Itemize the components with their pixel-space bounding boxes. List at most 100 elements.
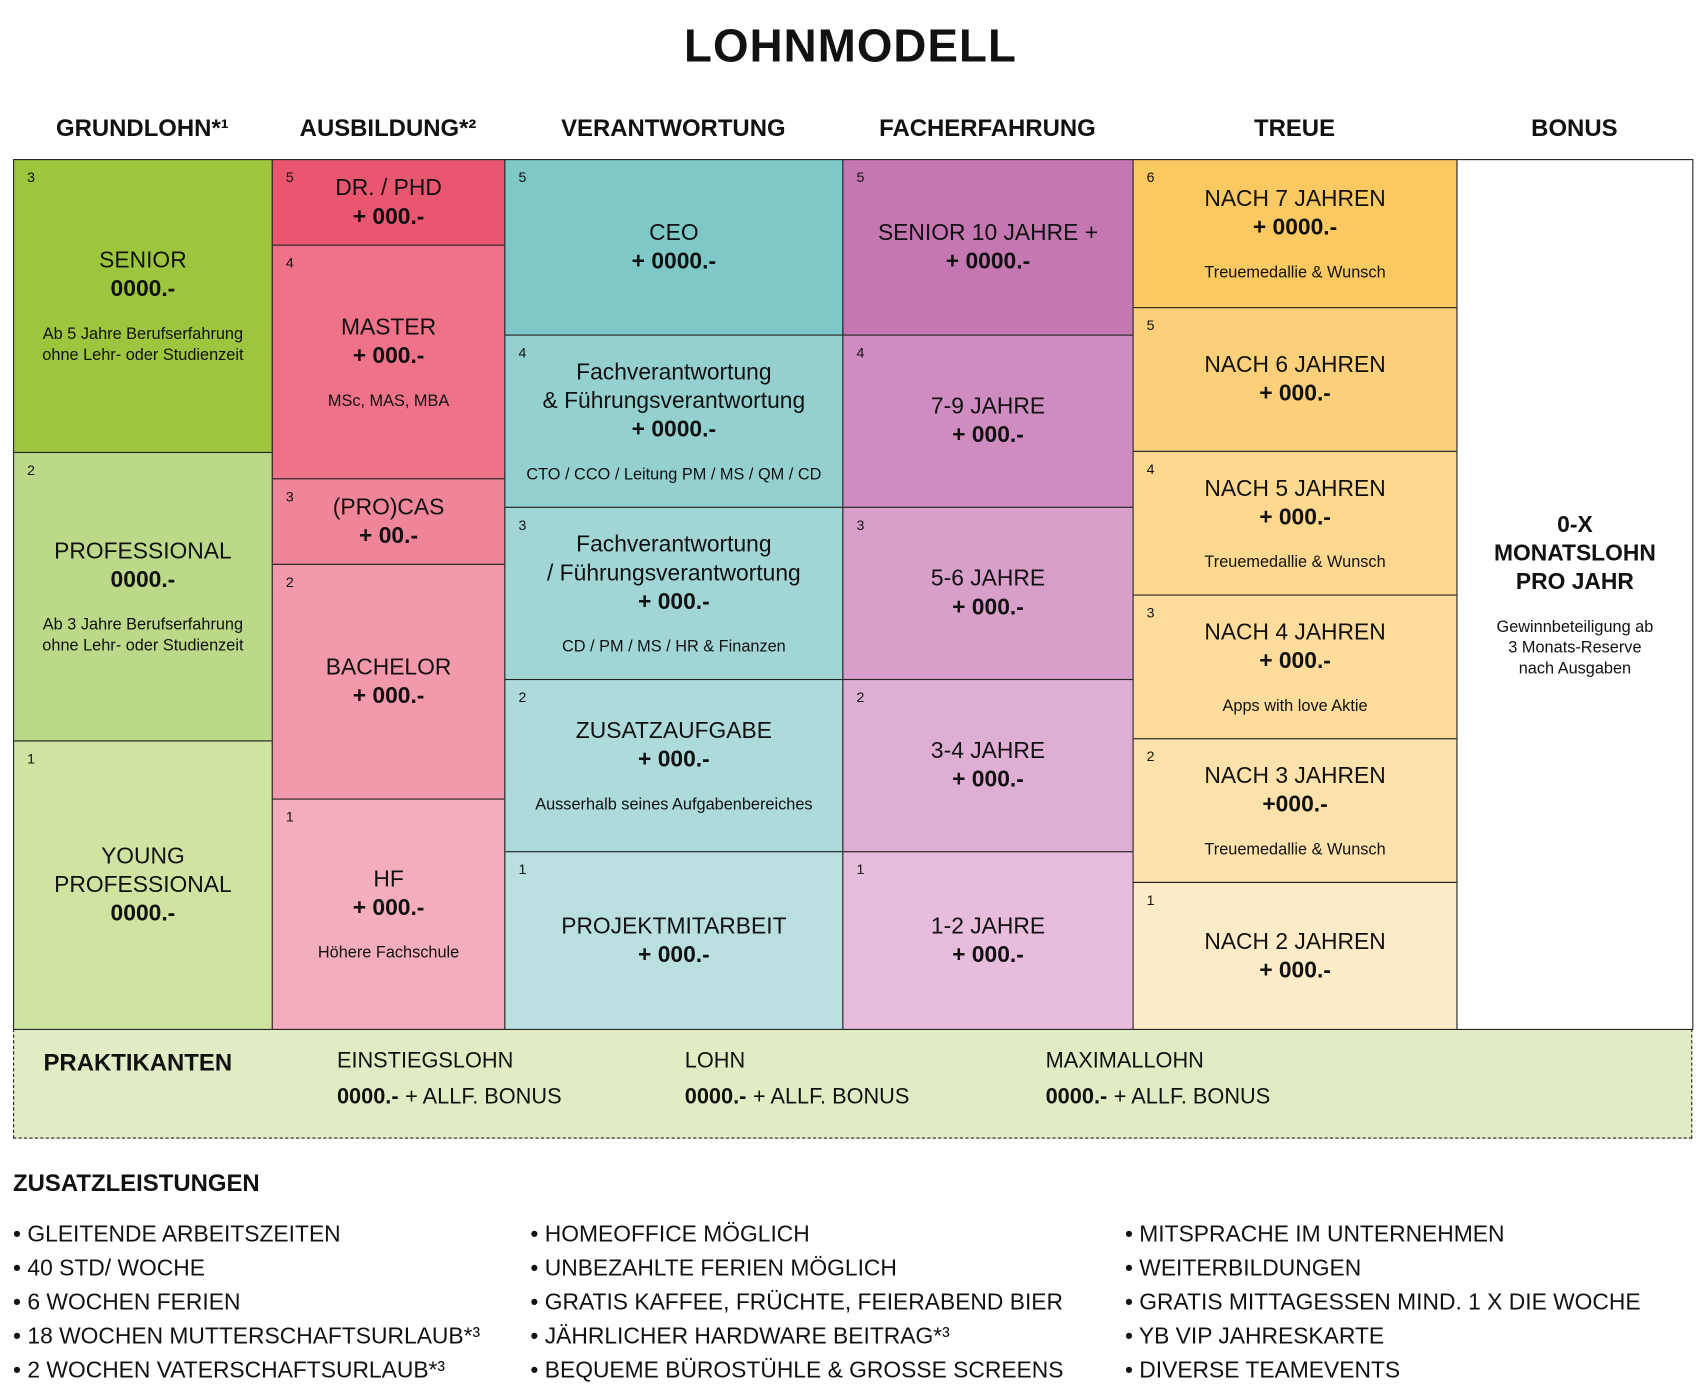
cell-title: Fachverantwortung xyxy=(576,359,772,385)
cell-title: Fachverantwortung xyxy=(576,531,772,557)
cell-title: CEO xyxy=(649,219,699,246)
cell-note: MSc, MAS, MBA xyxy=(327,391,450,410)
interns-amount: 0000.- xyxy=(336,1084,399,1109)
cell-title: PROFESSIONAL xyxy=(54,538,232,564)
column-header: TREUE xyxy=(1253,114,1336,142)
cell-amount: + 000.- xyxy=(1259,504,1331,530)
level-number: 3 xyxy=(27,168,36,186)
cell: 5 CEO + 0000.- xyxy=(504,159,844,336)
cell: 4 Fachverantwortung & Führungsverantwortun… xyxy=(504,334,844,508)
cell: 0-X MONATSLOHN PRO JAHR Gewinnbeteiligung a… xyxy=(1456,159,1694,1030)
cell-amount: 0000.- xyxy=(110,900,176,926)
benefit-item: BEQUEME BÜROSTÜHLE & GROSSE SCREENS xyxy=(530,1358,1064,1384)
cell: 5 DR. / PHD + 000.- xyxy=(271,159,506,246)
interns-box: PRAKTIKANTEN EINSTIEGSLOHN 0000.- + ALLF. B… xyxy=(13,1028,1693,1139)
level-number: 4 xyxy=(285,254,294,271)
cell-amount: + 00.- xyxy=(359,522,419,548)
benefit-item: DIVERSE TEAMEVENTS xyxy=(1125,1358,1400,1384)
cell-note: nach Ausgaben xyxy=(1518,658,1632,678)
cell-amount: + 000.- xyxy=(952,941,1024,967)
column-header: AUSBILDUNG*² xyxy=(299,114,477,142)
level-number: 5 xyxy=(856,168,865,186)
cell-title: ZUSATZAUFGABE xyxy=(575,717,772,744)
cell-note: Höhere Fachschule xyxy=(317,943,460,962)
cell: 2 ZUSATZAUFGABE + 000.- Ausserhalb seines A… xyxy=(504,678,844,853)
cell-title: & Führungsverantwortung xyxy=(542,387,806,413)
cell-note: 3 Monats-Reserve xyxy=(1508,637,1642,657)
benefit-item: GRATIS MITTAGESSEN MIND. 1 X DIE WOCHE xyxy=(1125,1290,1640,1316)
benefit-item: 6 WOCHEN FERIEN xyxy=(13,1290,240,1316)
interns-suffix: + ALLF. BONUS xyxy=(1113,1084,1271,1109)
cell: 2 BACHELOR + 000.- xyxy=(271,563,506,800)
level-number: 3 xyxy=(285,488,294,505)
cell-title: SENIOR 10 JAHRE + xyxy=(877,219,1099,246)
cell-amount: + 000.- xyxy=(638,746,710,772)
cell-title: (PRO)CAS xyxy=(332,494,445,520)
cell-amount: + 0000.- xyxy=(631,416,717,442)
cell: 2 NACH 3 JAHREN +000.- Treuemedallie & Wuns… xyxy=(1132,738,1458,884)
cell-amount: + 000.- xyxy=(1259,647,1331,673)
cell-note: Ab 3 Jahre Berufserfahrung xyxy=(42,615,244,635)
benefit-item: MITSPRACHE IM UNTERNEHMEN xyxy=(1125,1222,1504,1248)
benefits-title: ZUSATZLEISTUNGEN xyxy=(13,1169,260,1197)
cell-title: DR. / PHD xyxy=(335,174,442,201)
cell-title: 3-4 JAHRE xyxy=(930,738,1046,764)
title: LOHNMODELL xyxy=(684,19,1017,72)
level-number: 5 xyxy=(285,168,294,186)
interns-suffix: + ALLF. BONUS xyxy=(752,1084,910,1109)
cell-amount: + 000.- xyxy=(1259,380,1331,406)
interns-item-line: 0000.- + ALLF. BONUS xyxy=(685,1085,910,1110)
level-number: 4 xyxy=(1146,460,1155,478)
level-number: 2 xyxy=(27,461,36,479)
benefit-item: JÄHRLICHER HARDWARE BEITRAG*³ xyxy=(530,1324,950,1350)
cell-title: SENIOR xyxy=(99,247,187,274)
cell-amount: 0000.- xyxy=(110,567,176,593)
cell-note: Treuemedallie & Wunsch xyxy=(1204,552,1386,571)
level-number: 1 xyxy=(285,808,294,825)
column-header: VERANTWORTUNG xyxy=(561,114,786,142)
level-number: 6 xyxy=(1146,168,1155,186)
level-number: 3 xyxy=(1146,604,1155,621)
cell-note: ohne Lehr- oder Studienzeit xyxy=(42,636,244,655)
benefit-item: 2 WOCHEN VATERSCHAFTSURLAUB*³ xyxy=(13,1358,445,1384)
cell: 3 NACH 4 JAHREN + 000.- Apps with love Akti… xyxy=(1132,594,1458,740)
column-header: BONUS xyxy=(1531,114,1618,142)
cell-amount: + 0000.- xyxy=(631,248,717,274)
cell: 1 YOUNG PROFESSIONAL 0000.- xyxy=(13,740,273,1030)
cell-note: Ausserhalb seines Aufgabenbereiches xyxy=(535,794,813,814)
cell-title: MONATSLOHN xyxy=(1493,540,1656,566)
benefit-item: HOMEOFFICE MÖGLICH xyxy=(530,1222,810,1248)
level-number: 1 xyxy=(1146,891,1155,909)
cell-amount: + 000.- xyxy=(638,941,710,967)
cell-note: Gewinnbeteiligung ab xyxy=(1496,617,1654,636)
interns-item-header: EINSTIEGSLOHN xyxy=(336,1048,514,1073)
benefit-item: WEITERBILDUNGEN xyxy=(1125,1256,1361,1282)
cell-amount: + 000.- xyxy=(638,588,710,614)
interns-label: PRAKTIKANTEN xyxy=(43,1048,233,1077)
cell-amount: + 0000.- xyxy=(1252,214,1338,240)
interns-item-header: LOHN xyxy=(684,1048,746,1073)
cell-note: ohne Lehr- oder Studienzeit xyxy=(42,345,244,365)
cell: 3 SENIOR 0000.- Ab 5 Jahre Berufserfahrung o… xyxy=(13,159,273,454)
cell: 4 7-9 JAHRE + 000.- xyxy=(842,334,1134,508)
cell-title: BACHELOR xyxy=(325,654,452,680)
cell-title: NACH 2 JAHREN xyxy=(1204,928,1386,954)
benefit-item: 18 WOCHEN MUTTERSCHAFTSURLAUB*³ xyxy=(13,1324,480,1350)
cell: 3 (PRO)CAS + 00.- xyxy=(271,478,506,565)
level-number: 4 xyxy=(856,344,865,361)
cell: 1 1-2 JAHRE + 000.- xyxy=(842,851,1134,1030)
column-header: FACHERFAHRUNG xyxy=(879,114,1096,142)
cell: 5 SENIOR 10 JAHRE + + 0000.- xyxy=(842,159,1134,336)
cell: 3 5-6 JAHRE + 000.- xyxy=(842,506,1134,681)
interns-item-line: 0000.- + ALLF. BONUS xyxy=(337,1085,562,1110)
cell-title: MASTER xyxy=(340,314,437,340)
level-number: 2 xyxy=(285,573,294,591)
cell: 1 NACH 2 JAHREN + 000.- xyxy=(1132,881,1458,1030)
level-number: 1 xyxy=(518,861,527,878)
cell-amount: + 000.- xyxy=(352,342,425,369)
benefit-item: GRATIS KAFFEE, FRÜCHTE, FEIERABEND BIER xyxy=(530,1290,1063,1316)
level-number: 3 xyxy=(856,516,865,534)
cell-title: NACH 4 JAHREN xyxy=(1204,619,1386,645)
cell: 6 NACH 7 JAHREN + 0000.- Treuemedallie & Wu… xyxy=(1132,159,1458,309)
